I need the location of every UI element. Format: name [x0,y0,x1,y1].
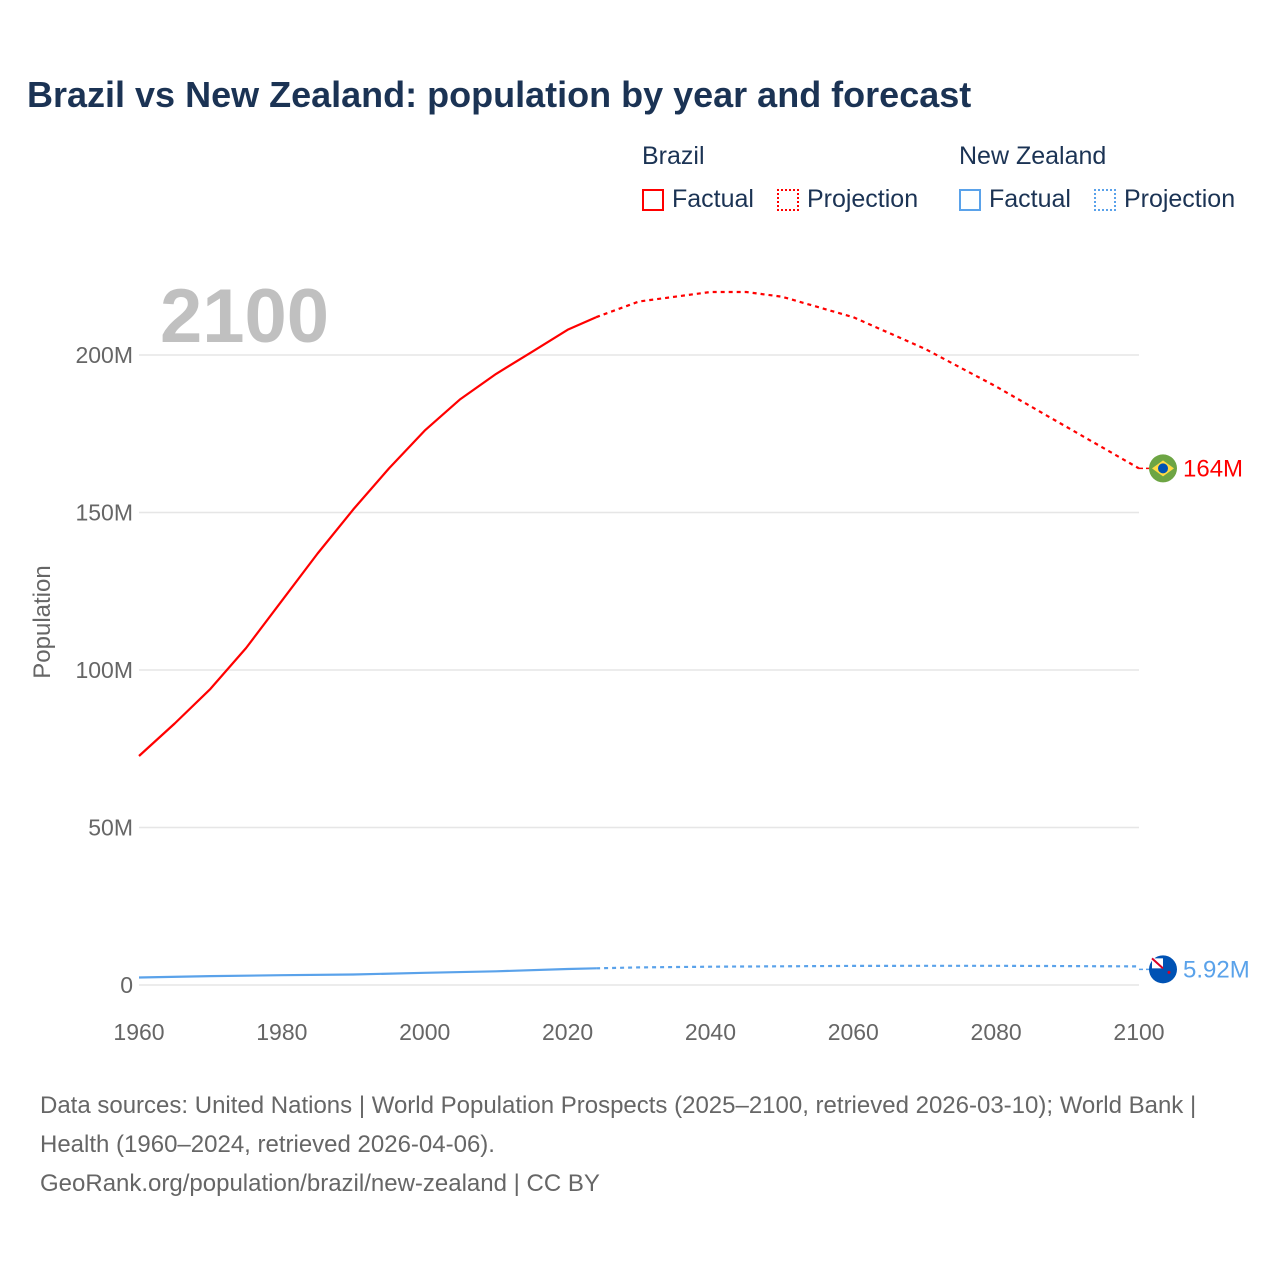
legend-label: Projection [806,185,919,213]
new-zealand-end-label: 5.92M [1183,956,1250,983]
year-watermark: 2100 [160,274,329,359]
y-tick-label: 150M [75,500,133,526]
new-zealand-projection-line [596,964,1140,970]
y-tick-label: 50M [88,815,133,841]
brazil-flag-icon [1149,454,1177,483]
brazil-projection-line [595,290,1140,470]
chart-title: Brazil vs New Zealand: population by yea… [27,74,972,115]
data-sources: Data sources: United Nations | World Pop… [40,1092,1197,1158]
legend-label: Projection [1123,185,1236,213]
legend-label: Factual [989,185,1071,213]
x-tick-label: 2040 [685,1019,736,1045]
new-zealand-flag-icon [1149,955,1177,984]
y-tick-label: 200M [75,342,133,368]
x-tick-label: 2000 [399,1019,450,1045]
footer: Data sources: United Nations | World Pop… [40,1086,1240,1203]
y-tick-label: 0 [120,972,133,998]
x-tick-label: 2100 [1113,1019,1164,1045]
y-axis-label: Population [29,565,56,678]
new-zealand-factual-line [138,967,597,979]
credit-link[interactable]: GeoRank.org/population/brazil/new-zealan… [40,1170,600,1197]
solid-swatch-icon [959,188,981,211]
brazil-factual-line [138,316,597,757]
legend-brazil-projection[interactable]: Projection [776,185,919,214]
brazil-end-label: 164M [1183,455,1243,482]
solid-swatch-icon [642,188,664,211]
legend-label: Factual [672,185,754,213]
dotted-swatch-icon [1093,188,1116,211]
legend-nz-projection[interactable]: Projection [1093,185,1236,214]
y-tick-label: 100M [75,657,133,683]
legend-brazil-factual[interactable]: Factual [642,185,754,214]
legend-brazil-title: Brazil [642,142,705,170]
x-tick-label: 2080 [971,1019,1022,1045]
legend-new-zealand: New Zealand Factual Projection [959,142,1235,218]
x-tick-label: 2060 [828,1019,879,1045]
legend-brazil: Brazil Factual Projection [642,142,934,218]
dotted-swatch-icon [776,188,799,211]
x-tick-label: 1960 [113,1019,164,1045]
x-tick-label: 1980 [256,1019,307,1045]
legend-nz-factual[interactable]: Factual [959,185,1071,214]
x-tick-label: 2020 [542,1019,593,1045]
legend-nz-title: New Zealand [959,142,1107,170]
